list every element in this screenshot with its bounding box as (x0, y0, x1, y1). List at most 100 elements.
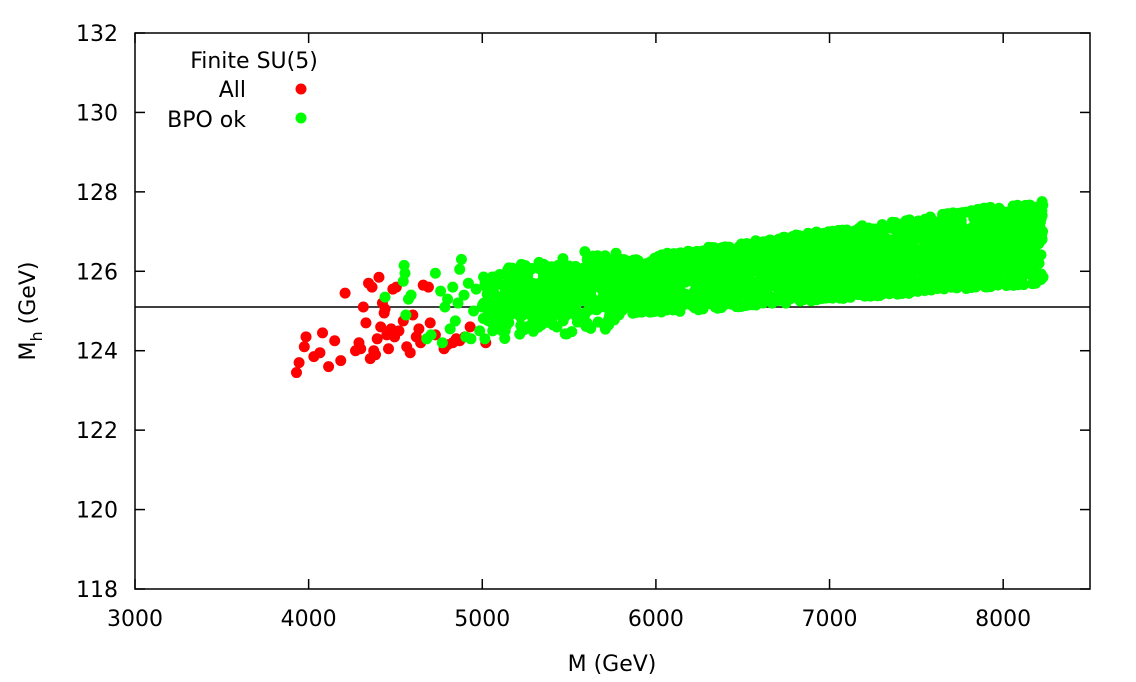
series-layer (290, 196, 1049, 379)
data-point-bpo-ok (647, 274, 659, 286)
x-tick-label: 4000 (281, 607, 337, 632)
data-point-bpo-ok (817, 234, 829, 246)
data-point-bpo-ok (907, 256, 919, 268)
data-point-bpo-ok (501, 285, 513, 297)
data-point-bpo-ok (805, 272, 817, 284)
data-point-bpo-ok (703, 282, 715, 294)
data-point-bpo-ok (900, 234, 912, 246)
data-point-bpo-ok (751, 276, 763, 288)
data-point-all (383, 343, 395, 355)
data-point-bpo-ok (850, 287, 862, 299)
data-point-bpo-ok (1037, 225, 1049, 237)
data-point-bpo-ok (918, 228, 930, 240)
data-point-bpo-ok (562, 294, 574, 306)
data-point-bpo-ok (479, 333, 491, 345)
data-point-bpo-ok (706, 260, 718, 272)
data-point-bpo-ok (474, 325, 486, 337)
legend: Finite SU(5) All BPO ok (167, 49, 318, 133)
data-point-bpo-ok (435, 285, 447, 297)
data-point-all (404, 347, 416, 359)
data-point-bpo-ok (623, 265, 635, 277)
data-point-bpo-ok (520, 321, 532, 333)
data-point-bpo-ok (643, 292, 655, 304)
data-point-bpo-ok (891, 288, 903, 300)
data-point-bpo-ok (764, 234, 776, 246)
data-point-bpo-ok (880, 256, 892, 268)
data-point-bpo-ok (954, 279, 966, 291)
data-point-bpo-ok (914, 282, 926, 294)
data-point-bpo-ok (832, 240, 844, 252)
y-tick-label: 118 (76, 578, 118, 603)
data-point-bpo-ok (731, 291, 743, 303)
data-point-bpo-ok (599, 295, 611, 307)
data-point-bpo-ok (829, 227, 841, 239)
data-point-bpo-ok (535, 283, 547, 295)
data-point-bpo-ok (795, 236, 807, 248)
data-point-bpo-ok (598, 255, 610, 267)
data-point-bpo-ok (594, 269, 606, 281)
data-point-bpo-ok (447, 281, 459, 293)
data-point-bpo-ok (682, 257, 694, 269)
data-point-bpo-ok (882, 245, 894, 257)
data-point-bpo-ok (946, 222, 958, 234)
x-tick-label: 7000 (802, 607, 858, 632)
data-point-bpo-ok (444, 323, 456, 335)
data-point-bpo-ok (1036, 196, 1048, 208)
data-point-bpo-ok (654, 296, 666, 308)
data-point-bpo-ok (572, 271, 584, 283)
data-point-bpo-ok (617, 256, 629, 268)
data-point-all (373, 271, 385, 283)
y-tick-label: 132 (76, 22, 118, 47)
data-point-bpo-ok (1019, 258, 1031, 270)
data-point-bpo-ok (495, 319, 507, 331)
plot-border (134, 32, 1091, 590)
data-point-all (413, 323, 425, 335)
data-point-all (369, 349, 381, 361)
data-point-bpo-ok (717, 263, 729, 275)
data-point-bpo-ok (1011, 243, 1023, 255)
data-point-bpo-ok (563, 260, 575, 272)
data-point-bpo-ok (468, 305, 480, 317)
data-point-bpo-ok (584, 252, 596, 264)
data-point-bpo-ok (458, 289, 470, 301)
data-point-bpo-ok (535, 319, 547, 331)
data-point-bpo-ok (616, 304, 628, 316)
data-point-all (464, 321, 476, 333)
data-point-all (335, 355, 347, 367)
data-point-bpo-ok (721, 282, 733, 294)
data-point-bpo-ok (806, 246, 818, 258)
data-point-all (357, 301, 369, 313)
data-point-bpo-ok (1031, 251, 1043, 263)
data-point-bpo-ok (978, 205, 990, 217)
y-axis-label-spacer (16, 324, 41, 331)
data-point-bpo-ok (1034, 269, 1046, 281)
data-point-all (379, 303, 391, 315)
data-point-bpo-ok (490, 298, 502, 310)
data-point-bpo-ok (743, 252, 755, 264)
data-point-bpo-ok (775, 237, 787, 249)
y-axis-label-main: M (16, 341, 41, 360)
x-axis-ticks: 3000 4000 5000 6000 7000 8000 (107, 33, 1031, 632)
data-point-bpo-ok (553, 265, 565, 277)
data-point-bpo-ok (946, 279, 958, 291)
data-point-all (355, 343, 367, 355)
data-point-bpo-ok (663, 272, 675, 284)
data-point-bpo-ok (931, 269, 943, 281)
data-point-bpo-ok (511, 282, 523, 294)
data-point-bpo-ok (405, 289, 417, 301)
data-point-bpo-ok (998, 257, 1010, 269)
data-point-bpo-ok (436, 337, 448, 349)
data-point-bpo-ok (741, 238, 753, 250)
data-point-bpo-ok (568, 281, 580, 293)
data-point-bpo-ok (449, 315, 461, 327)
data-point-bpo-ok (608, 314, 620, 326)
data-point-bpo-ok (935, 220, 947, 232)
plot-frame (134, 32, 1091, 590)
data-point-bpo-ok (989, 255, 1001, 267)
data-point-all (393, 325, 405, 337)
data-point-bpo-ok (655, 263, 667, 275)
data-point-bpo-ok (399, 267, 411, 279)
data-point-bpo-ok (629, 256, 641, 268)
data-point-bpo-ok (455, 253, 467, 265)
